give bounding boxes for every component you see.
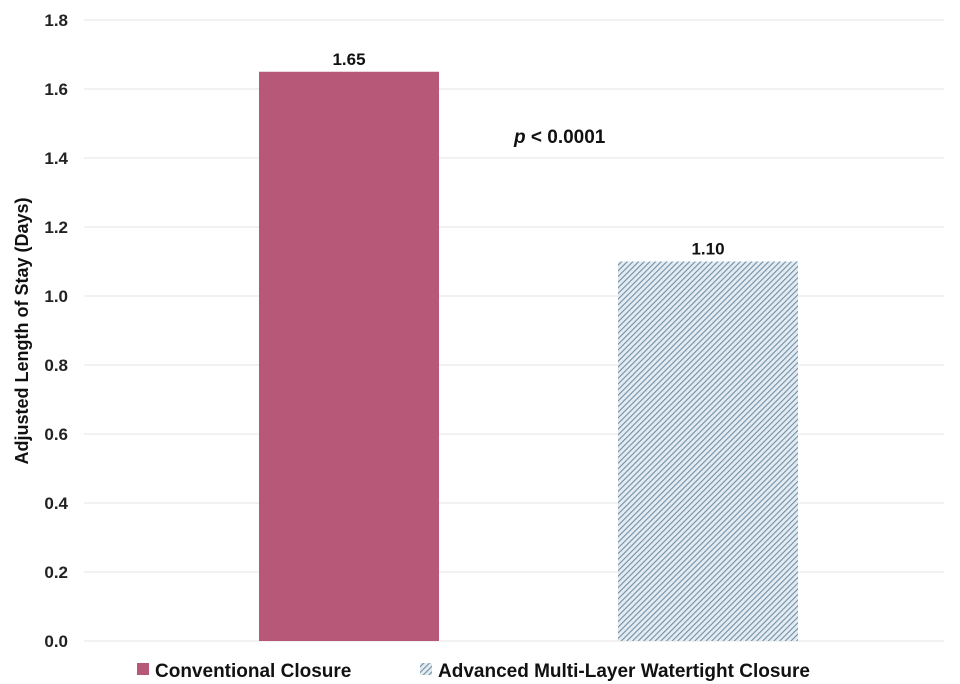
y-tick-label: 0.6 [44, 425, 68, 444]
legend-label-conventional: Conventional Closure [155, 661, 351, 682]
bar-value-label: 1.10 [691, 240, 724, 259]
y-axis-label: Adjusted Length of Stay (Days) [12, 197, 32, 464]
gridlines [84, 19, 944, 642]
bar-conventional-closure [259, 71, 439, 641]
p-value-text: < 0.0001 [526, 127, 606, 148]
y-tick-label: 0.4 [44, 494, 68, 513]
bar-advanced-closure [618, 261, 798, 641]
y-axis-ticks: 0.0 0.2 0.4 0.6 0.8 1.0 1.2 1.4 1.6 1.8 [44, 11, 68, 651]
legend: Conventional Closure Advanced Multi-Laye… [137, 661, 810, 682]
legend-swatch-advanced [420, 663, 432, 675]
y-tick-label: 0.8 [44, 356, 68, 375]
bars [259, 71, 798, 641]
y-tick-label: 1.6 [44, 80, 68, 99]
y-tick-label: 1.2 [44, 218, 68, 237]
y-tick-label: 1.0 [44, 287, 68, 306]
p-value-symbol: p [513, 127, 526, 148]
bar-value-labels: 1.65 1.10 [332, 50, 724, 259]
y-tick-label: 1.4 [44, 149, 68, 168]
y-tick-label: 1.8 [44, 11, 68, 30]
y-tick-label: 0.0 [44, 632, 68, 651]
legend-swatch-conventional [137, 663, 149, 675]
legend-label-advanced: Advanced Multi-Layer Watertight Closure [438, 661, 810, 682]
p-value-annotation: p < 0.0001 [513, 127, 606, 148]
y-tick-label: 0.2 [44, 563, 68, 582]
bar-value-label: 1.65 [332, 50, 365, 69]
